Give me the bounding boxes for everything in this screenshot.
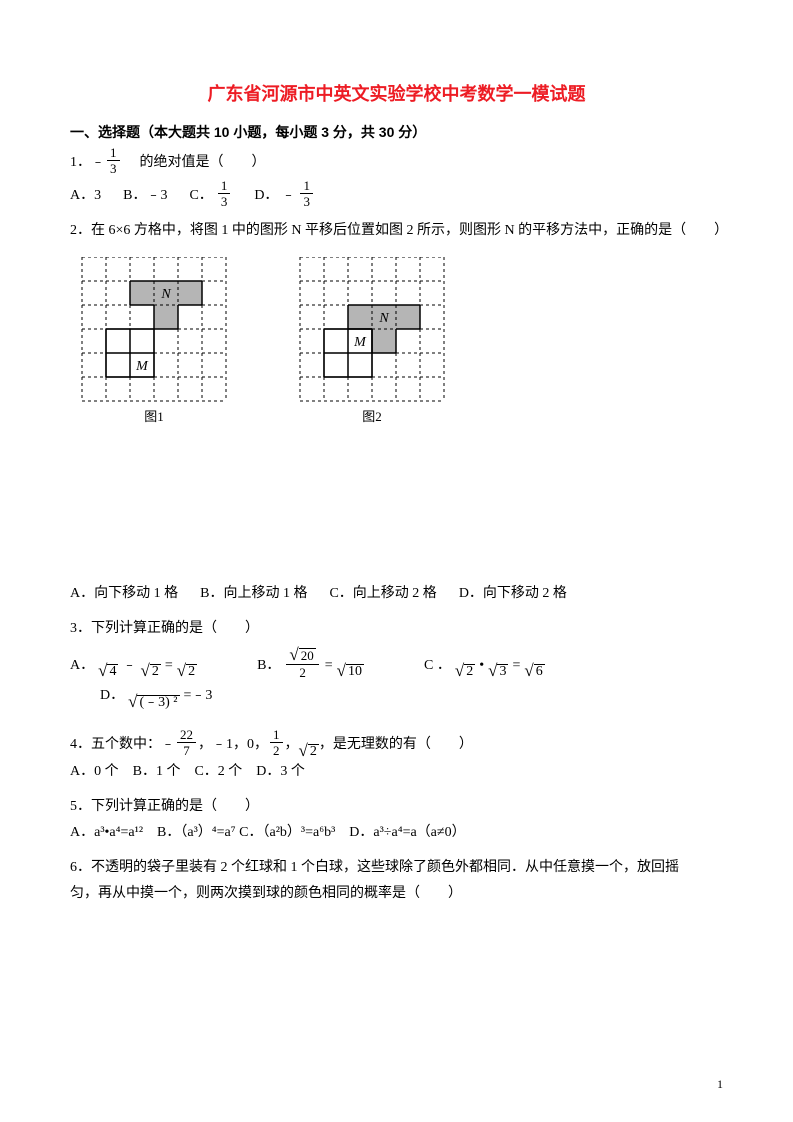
q4-options: A．0 个 B．1 个 C．2 个 D．3 个 — [70, 759, 723, 786]
q6-l2: 匀，再从中摸一个，则两次摸到球的颜色相同的概率是（ ） — [70, 881, 723, 908]
q2-opt-a: A．向下移动 1 格 — [70, 581, 178, 608]
q2-options: A．向下移动 1 格 B．向上移动 1 格 C．向上移动 2 格 D．向下移动 … — [70, 581, 723, 608]
grid-1: NM — [70, 257, 238, 403]
question-2: 2．在 6×6 方格中，将图 1 中的图形 N 平移后位置如图 2 所示，则图形… — [70, 218, 723, 608]
grid-2: NM — [288, 257, 456, 403]
grid-2-block: NM 图2 — [288, 257, 456, 430]
q2-opt-c: C．向上移动 2 格 — [329, 581, 436, 608]
page-title: 广东省河源市中英文实验学校中考数学一模试题 — [70, 80, 723, 106]
q3-opt-c: C ． √2 • √3 = √6 — [424, 653, 545, 680]
q1-text: 的绝对值是（ ） — [140, 150, 266, 177]
svg-text:N: N — [160, 287, 171, 302]
q3-opt-d: D． √(﹣3) ² =﹣3 — [100, 683, 212, 710]
q1-neg: ﹣ — [91, 150, 105, 177]
svg-text:M: M — [135, 359, 149, 374]
question-6: 6．不透明的袋子里装有 2 个红球和 1 个白球，这些球除了颜色外都相同．从中任… — [70, 855, 723, 908]
q1-num: 1． — [70, 150, 91, 177]
q6-l1: 6．不透明的袋子里装有 2 个红球和 1 个白球，这些球除了颜色外都相同．从中任… — [70, 855, 723, 882]
page: 广东省河源市中英文实验学校中考数学一模试题 一、选择题（本大题共 10 小题，每… — [0, 0, 793, 1122]
section-header: 一、选择题（本大题共 10 小题，每小题 3 分，共 30 分） — [70, 122, 723, 142]
q3-opt-a: A． √4 ﹣ √2 = √2 — [70, 653, 197, 680]
q2-opt-b: B．向上移动 1 格 — [200, 581, 307, 608]
grid-1-block: NM 图1 — [70, 257, 238, 430]
q3-text: 3．下列计算正确的是（ ） — [70, 616, 723, 643]
page-number: 1 — [717, 1077, 723, 1092]
question-4: 4．五个数中：﹣ 22 7 ，﹣1，0， 1 2 ， √2 ，是无理数的有（ ）… — [70, 730, 723, 786]
q2-text: 2．在 6×6 方格中，将图 1 中的图形 N 平移后位置如图 2 所示，则图形… — [70, 218, 723, 245]
q5-options: A．a³•a⁴=a¹² B．（a³）⁴=a⁷ C．（a²b）³=a⁶b³ D．a… — [70, 820, 723, 847]
grid-1-caption: 图1 — [144, 405, 164, 430]
svg-text:N: N — [378, 311, 389, 326]
q1-opt-d: D． ﹣ 1 3 — [254, 181, 315, 210]
grid-2-caption: 图2 — [362, 405, 382, 430]
q3-opt-b: B． √20 2 = √10 — [257, 646, 364, 679]
q2-grids: NM 图1 NM 图2 — [70, 257, 723, 430]
q5-text: 5．下列计算正确的是（ ） — [70, 794, 723, 821]
question-3: 3．下列计算正确的是（ ） A． √4 ﹣ √2 = √2 B． √20 2 =… — [70, 616, 723, 710]
q1-frac: 1 3 — [107, 146, 120, 175]
q2-opt-d: D．向下移动 2 格 — [459, 581, 567, 608]
q1-opt-c: C． 1 3 — [189, 181, 232, 210]
question-1: 1． ﹣ 1 3 的绝对值是（ ） A．3 B．﹣3 C． 1 3 D． ﹣ — [70, 148, 723, 210]
svg-text:M: M — [353, 335, 367, 350]
q1-opt-a: A．3 — [70, 183, 101, 210]
question-5: 5．下列计算正确的是（ ） A．a³•a⁴=a¹² B．（a³）⁴=a⁷ C．（… — [70, 794, 723, 847]
q1-opt-b: B．﹣3 — [123, 183, 167, 210]
